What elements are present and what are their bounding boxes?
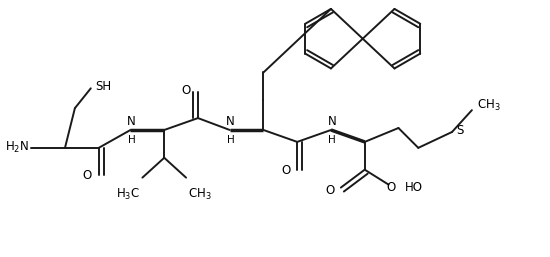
Text: O: O	[281, 164, 290, 177]
Text: H$_2$N: H$_2$N	[5, 140, 29, 155]
Text: O: O	[386, 181, 395, 194]
Text: N: N	[227, 115, 235, 128]
Text: O: O	[326, 184, 335, 197]
Text: O: O	[182, 84, 191, 97]
Text: N: N	[127, 115, 136, 128]
Text: H$_3$C: H$_3$C	[116, 187, 140, 202]
Text: H: H	[328, 135, 336, 145]
Text: HO: HO	[404, 181, 422, 194]
Text: SH: SH	[96, 80, 112, 93]
Text: O: O	[82, 169, 92, 182]
Text: H: H	[128, 135, 135, 145]
Text: N: N	[328, 115, 337, 128]
Text: S: S	[456, 124, 464, 137]
Text: CH$_3$: CH$_3$	[188, 187, 212, 202]
Text: CH$_3$: CH$_3$	[477, 98, 501, 113]
Text: H: H	[227, 135, 235, 145]
